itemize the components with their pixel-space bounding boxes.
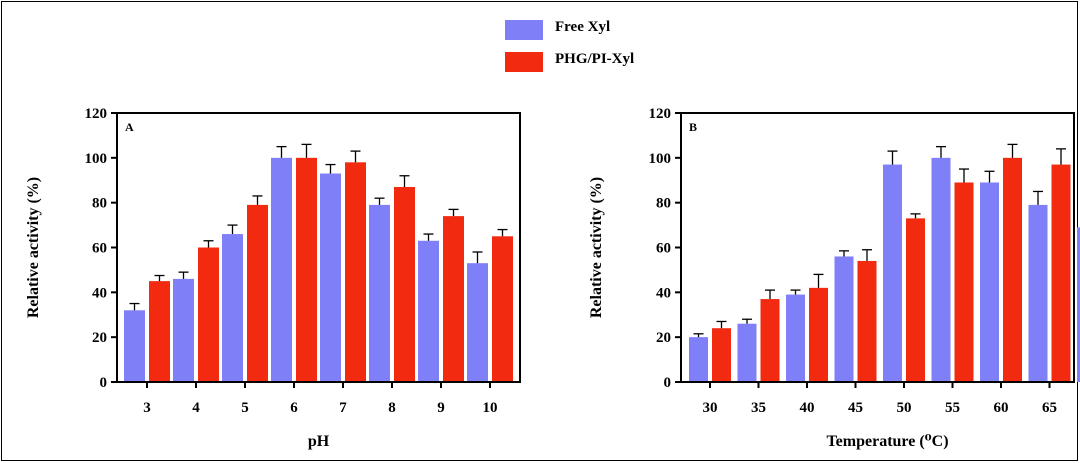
legend-label-phg-pi-xyl: PHG/PI-Xyl [555,51,635,67]
bar-free-xyl-3 [124,310,145,382]
bar-free-xyl-35 [737,323,757,382]
bar-phg-pi-xyl-9 [443,216,464,382]
y-tick-label-80: 80 [656,196,671,212]
y-tick-label-60: 60 [92,241,107,257]
legend-label-free-xyl: Free Xyl [555,19,611,35]
bar-free-xyl-30 [689,337,708,382]
x-axis-label: Temperature (⁰C) [826,433,948,450]
bar-phg-pi-xyl-50 [906,218,925,382]
x-tick-label-35: 35 [751,400,766,416]
y-tick-label-100: 100 [649,151,672,167]
bar-free-xyl-7 [320,173,341,382]
bar-free-xyl-9 [418,240,439,382]
bar-free-xyl-45 [834,256,854,382]
x-tick-label-50: 50 [897,400,912,416]
bar-phg-pi-xyl-30 [712,328,731,382]
legend-swatch-phg-pi-xyl [505,52,543,72]
y-tick-label-60: 60 [656,241,671,257]
x-tick-label-30: 30 [703,400,718,416]
chart-panel-b: 02040608010012030354045505560657075BTemp… [588,106,1080,450]
bar-phg-pi-xyl-65 [1051,164,1071,382]
x-tick-label-4: 4 [192,400,200,416]
bar-free-xyl-70 [1077,227,1080,382]
x-tick-label-5: 5 [241,400,249,416]
y-tick-label-20: 20 [92,330,107,346]
panel-label: B [689,120,697,134]
x-tick-label-6: 6 [290,400,298,416]
bar-free-xyl-6 [271,157,292,382]
bar-free-xyl-55 [931,157,951,382]
panel-label: A [125,120,134,134]
x-tick-label-60: 60 [994,400,1009,416]
bar-phg-pi-xyl-45 [857,260,877,382]
y-tick-label-100: 100 [85,151,108,167]
y-axis-label: Relative activity (%) [588,177,605,318]
x-tick-label-3: 3 [143,400,151,416]
y-tick-label-0: 0 [100,375,108,391]
y-tick-label-40: 40 [656,285,671,301]
bar-free-xyl-10 [467,263,488,382]
bar-free-xyl-5 [222,234,243,382]
bar-free-xyl-4 [173,278,194,382]
bar-phg-pi-xyl-35 [760,299,780,382]
bar-phg-pi-xyl-60 [1003,157,1022,382]
y-tick-label-40: 40 [92,285,107,301]
bar-free-xyl-50 [883,164,902,382]
bar-phg-pi-xyl-8 [394,186,415,382]
x-tick-label-9: 9 [437,400,445,416]
x-tick-label-55: 55 [945,400,960,416]
legend-swatch-free-xyl [505,20,543,40]
x-tick-label-65: 65 [1042,400,1057,416]
x-tick-label-40: 40 [800,400,815,416]
y-tick-label-120: 120 [649,106,672,122]
y-tick-label-120: 120 [85,106,108,122]
bar-phg-pi-xyl-6 [296,157,317,382]
y-tick-label-0: 0 [664,375,672,391]
bar-phg-pi-xyl-10 [492,236,513,382]
x-tick-label-10: 10 [483,400,498,416]
chart-panel-a: 0 20 40 60 80 100 120 3 4 5 6 7 8 9 10 ApH Relative acti… [25,106,521,450]
y-tick-label-80: 80 [92,196,107,212]
bar-free-xyl-65 [1028,204,1048,382]
x-axis-label: pH [308,433,330,450]
bar-free-xyl-8 [369,204,390,382]
bar-phg-pi-xyl-7 [345,162,366,382]
bar-phg-pi-xyl-55 [954,182,974,382]
bar-phg-pi-xyl-3 [149,281,170,382]
bar-phg-pi-xyl-5 [247,204,268,382]
bar-phg-pi-xyl-40 [809,287,828,382]
x-tick-label-45: 45 [848,400,863,416]
bar-free-xyl-60 [980,182,999,382]
x-tick-label-7: 7 [339,400,347,416]
bar-phg-pi-xyl-4 [198,247,219,382]
x-tick-label-8: 8 [388,400,396,416]
y-tick-label-20: 20 [656,330,671,346]
y-axis-label: Relative activity (%) [25,177,42,318]
bar-free-xyl-40 [786,294,805,382]
